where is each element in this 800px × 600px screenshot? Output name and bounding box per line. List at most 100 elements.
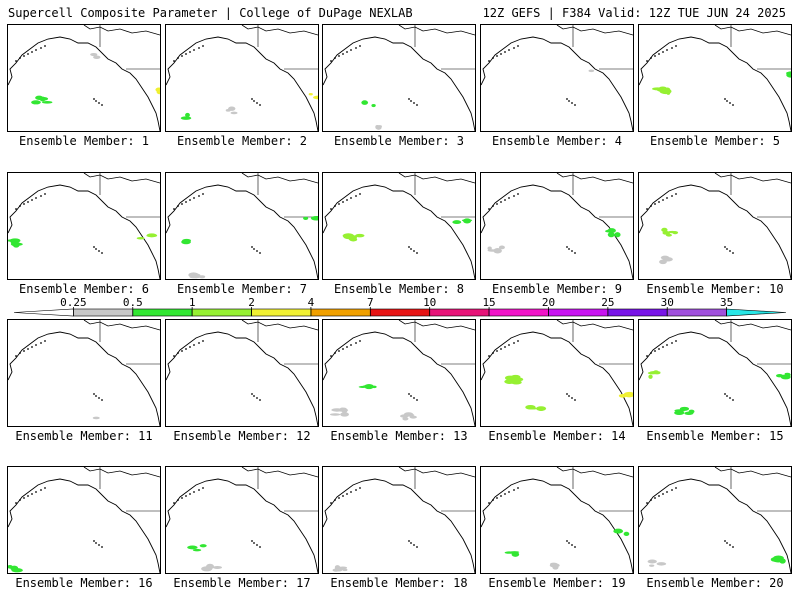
arctic-coast xyxy=(241,320,318,331)
island xyxy=(181,203,183,205)
island xyxy=(350,491,352,493)
island xyxy=(342,201,344,203)
page-title: Supercell Composite Parameter | College … xyxy=(8,6,413,20)
island xyxy=(671,489,673,491)
arctic-coast xyxy=(83,173,160,184)
island xyxy=(413,250,415,252)
island xyxy=(202,340,204,342)
island xyxy=(496,350,498,352)
member-label-2: Ensemble Member: 2 xyxy=(176,134,308,148)
scp-contour xyxy=(400,414,409,418)
island xyxy=(23,350,25,352)
island xyxy=(675,487,677,489)
island xyxy=(15,355,17,357)
island xyxy=(662,493,664,495)
colorbar-segment xyxy=(548,308,609,317)
member-label-16: Ensemble Member: 16 xyxy=(15,576,153,590)
island xyxy=(346,51,348,53)
arctic-coast xyxy=(83,320,160,331)
map-canvas xyxy=(166,467,318,573)
scp-contour xyxy=(371,385,377,389)
island xyxy=(408,393,410,395)
island xyxy=(408,98,410,100)
scp-contour xyxy=(364,383,374,390)
coastline xyxy=(8,478,160,573)
island xyxy=(95,248,97,250)
island xyxy=(44,340,46,342)
member-map-15 xyxy=(638,319,792,427)
island xyxy=(658,495,660,497)
scp-contour xyxy=(185,112,190,118)
arctic-coast xyxy=(556,467,633,478)
scp-contour xyxy=(660,255,670,260)
coastline xyxy=(481,478,633,573)
scp-contour xyxy=(652,87,663,91)
island xyxy=(15,208,17,210)
map-canvas xyxy=(639,320,791,426)
island xyxy=(574,546,576,548)
island xyxy=(517,45,519,47)
scp-contour xyxy=(155,87,160,92)
island xyxy=(40,47,42,49)
scp-contour xyxy=(649,564,655,567)
member-map-2 xyxy=(165,24,319,132)
island xyxy=(251,393,253,395)
island xyxy=(181,497,183,499)
scp-contour xyxy=(618,394,627,398)
island xyxy=(185,348,187,350)
island xyxy=(35,344,37,346)
island xyxy=(416,399,418,401)
island xyxy=(671,47,673,49)
member-label-10: Ensemble Member: 10 xyxy=(646,282,784,296)
scp-contour xyxy=(187,545,198,550)
member-map-4 xyxy=(480,24,634,132)
island xyxy=(193,49,195,51)
island xyxy=(568,542,570,544)
island xyxy=(504,51,506,53)
island xyxy=(666,197,668,199)
scp-contour xyxy=(362,385,368,388)
island xyxy=(568,100,570,102)
island xyxy=(330,502,332,504)
scp-contour xyxy=(614,232,621,238)
scp-contour xyxy=(225,108,231,112)
island xyxy=(259,252,261,254)
island xyxy=(202,193,204,195)
island xyxy=(410,395,412,397)
island xyxy=(31,51,33,53)
island xyxy=(410,248,412,250)
arctic-coast xyxy=(398,25,475,36)
island xyxy=(724,98,726,100)
island xyxy=(724,393,726,395)
island xyxy=(185,495,187,497)
map-canvas xyxy=(8,467,160,573)
island xyxy=(646,208,648,210)
island xyxy=(31,493,33,495)
member-label-6: Ensemble Member: 6 xyxy=(18,282,150,296)
island xyxy=(334,352,336,354)
scp-contour xyxy=(525,404,536,410)
map-canvas xyxy=(323,25,475,131)
scp-contour xyxy=(313,95,318,100)
scp-contour xyxy=(329,413,341,416)
scp-contour xyxy=(504,375,516,381)
coastline xyxy=(323,184,475,279)
island xyxy=(658,348,660,350)
island xyxy=(729,250,731,252)
island xyxy=(355,342,357,344)
scp-contour xyxy=(613,528,624,534)
island xyxy=(726,248,728,250)
coastline xyxy=(166,184,318,279)
colorbar-segment xyxy=(666,308,727,317)
island xyxy=(259,104,261,106)
island xyxy=(675,45,677,47)
member-label-1: Ensemble Member: 1 xyxy=(18,134,150,148)
island xyxy=(732,399,734,401)
island xyxy=(338,350,340,352)
island xyxy=(23,55,25,57)
island xyxy=(40,195,42,197)
scp-contour xyxy=(665,233,672,237)
island xyxy=(359,340,361,342)
scp-contour xyxy=(371,103,376,108)
island xyxy=(342,348,344,350)
